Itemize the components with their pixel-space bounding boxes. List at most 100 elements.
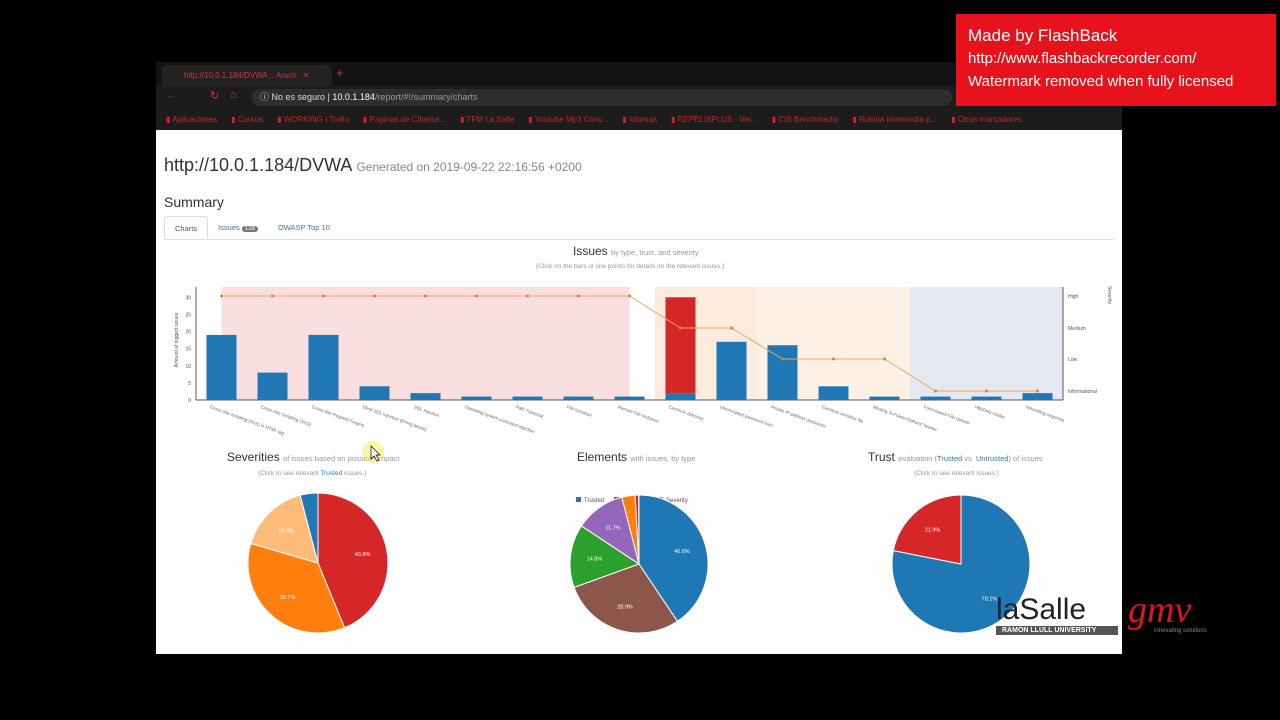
- tab-issues-label: Issues: [218, 223, 240, 232]
- bar-untrusted[interactable]: [665, 297, 696, 394]
- tab-title: http://10.0.1.184/DVWA :: Arach: [184, 71, 297, 80]
- issues-chart-title: Issues by type, trust, and severity: [573, 244, 699, 258]
- bookmark-item[interactable]: ▮ Aplicaciones: [166, 114, 218, 124]
- bar-trusted[interactable]: [359, 386, 390, 400]
- bookmark-item[interactable]: ▮ CIS Benchmarks: [771, 114, 839, 124]
- severity-point[interactable]: [220, 294, 223, 298]
- trusted-link[interactable]: Trusted: [937, 454, 963, 463]
- severity-point[interactable]: [832, 357, 835, 361]
- severity-point[interactable]: [322, 294, 325, 298]
- pie-slice-Trusted[interactable]: [891, 494, 1031, 634]
- severity-point[interactable]: [424, 294, 427, 298]
- bookmark-item[interactable]: ▮ TFM La Salle: [460, 114, 515, 124]
- pie-slice-server[interactable]: [573, 563, 679, 634]
- bookmark-item[interactable]: ▮ Otros marcadores: [951, 114, 1022, 124]
- tab-owasp[interactable]: OWASP Top 10: [277, 223, 330, 232]
- tab-issues[interactable]: Issues 128: [208, 216, 268, 239]
- severity-point[interactable]: [781, 357, 784, 361]
- pie-slice-medium[interactable]: [247, 542, 346, 634]
- pie-slice-low[interactable]: [250, 494, 319, 564]
- hint-post: issues.): [342, 470, 367, 477]
- pie-label: 11.7%: [605, 525, 620, 531]
- bar-trusted[interactable]: [665, 393, 696, 400]
- bookmark-item[interactable]: ▮ Rubina intermedia p...: [852, 114, 938, 124]
- page-title: http://10.0.1.184/DVWA Generated on 2019…: [164, 155, 582, 176]
- trust-sub-pre: evaluation (: [898, 454, 938, 463]
- bar-trusted[interactable]: [614, 396, 645, 400]
- bookmark-item[interactable]: ▮ Cursos: [231, 114, 264, 124]
- back-icon[interactable]: ←: [166, 90, 176, 101]
- home-icon[interactable]: ⌂: [230, 89, 237, 101]
- trusted-link[interactable]: Trusted: [320, 470, 343, 477]
- target-url: http://10.0.1.184/DVWA: [164, 155, 352, 175]
- y-tick-label: 0: [188, 398, 191, 404]
- bar-trusted[interactable]: [920, 396, 951, 400]
- y2-tick-label: Informational: [1068, 389, 1097, 395]
- severity-point[interactable]: [679, 326, 682, 330]
- pie-slice-form[interactable]: [638, 494, 709, 623]
- severity-point[interactable]: [373, 294, 376, 298]
- lasalle-logo: laSalle RAMON LLULL UNIVERSITY: [996, 594, 1118, 635]
- bookmark-item[interactable]: ▮ REPELISPLUS - Ver...: [671, 114, 758, 124]
- bar-trusted[interactable]: [563, 396, 594, 400]
- lasalle-sub: RAMON LLULL UNIVERSITY: [996, 626, 1118, 635]
- pie-slice-informational[interactable]: [299, 492, 319, 564]
- bar-trusted[interactable]: [818, 386, 849, 400]
- url-input[interactable]: ⓘ No es seguro | 10.0.1.184/report/#!/su…: [252, 89, 952, 106]
- bar-trusted[interactable]: [410, 393, 441, 400]
- bookmark-item[interactable]: ▮ Paginas de Ciberse...: [362, 114, 447, 124]
- severity-point[interactable]: [883, 357, 886, 361]
- bar-trusted[interactable]: [1022, 393, 1053, 400]
- severity-point[interactable]: [985, 389, 988, 393]
- x-tick-label: File Inclusion: [566, 404, 593, 418]
- x-tick-label: Form-based File Upload: [923, 404, 971, 425]
- browser-tab[interactable]: http://10.0.1.184/DVWA :: Arach ✕: [162, 65, 332, 86]
- new-tab-button[interactable]: +: [336, 66, 344, 80]
- severity-point[interactable]: [1036, 389, 1039, 393]
- bookmark-item[interactable]: ▮ WORKING | Trello: [277, 114, 349, 124]
- severity-point[interactable]: [934, 389, 937, 393]
- bar-trusted[interactable]: [767, 345, 798, 400]
- bar-trusted[interactable]: [869, 396, 900, 400]
- y2-tick-label: High: [1068, 294, 1079, 300]
- gmv-logo: gmv innovating solutions: [1128, 591, 1207, 634]
- severity-point[interactable]: [475, 294, 478, 298]
- severity-point[interactable]: [577, 294, 580, 298]
- severity-point[interactable]: [628, 294, 631, 298]
- y2-tick-label: Medium: [1068, 326, 1086, 332]
- x-tick-label: SQL Injection: [413, 404, 440, 418]
- y-tick-label: 5: [188, 381, 191, 387]
- pie-label: 40.6%: [674, 549, 690, 555]
- bar-trusted[interactable]: [971, 396, 1002, 400]
- bookmark-item[interactable]: ▮ Idiomas: [622, 114, 658, 124]
- security-label: No es seguro: [271, 92, 326, 102]
- bar-trusted[interactable]: [716, 341, 747, 400]
- bar-trusted[interactable]: [512, 396, 543, 400]
- bar-trusted[interactable]: [308, 334, 339, 400]
- elements-subtitle: with issues, by type: [630, 454, 696, 463]
- severities-hint: (Click to see relevant Trusted issues.): [258, 470, 366, 477]
- close-tab-icon[interactable]: ✕: [302, 71, 310, 80]
- x-tick-label: Private IP address disclosure: [770, 404, 827, 429]
- pie-slice-high[interactable]: [317, 492, 389, 629]
- untrusted-link[interactable]: Untrusted: [975, 454, 1009, 463]
- severity-point[interactable]: [526, 294, 529, 298]
- bookmark-item[interactable]: ▮ Youtube Mp3 Conv...: [528, 114, 609, 124]
- pie-slice-Untrusted[interactable]: [892, 494, 962, 565]
- pie-slice-cookie[interactable]: [569, 525, 641, 589]
- x-tick-label: Path Traversal: [515, 404, 544, 419]
- bar-trusted[interactable]: [461, 396, 492, 400]
- trust-hint: (Click to see relevant issues.): [914, 470, 999, 477]
- pie-slice-header[interactable]: [634, 494, 640, 565]
- severity-point[interactable]: [271, 294, 274, 298]
- mouse-cursor-icon: [370, 445, 381, 462]
- tab-charts[interactable]: Charts: [164, 216, 209, 239]
- bar-trusted[interactable]: [206, 334, 237, 400]
- legend-item[interactable]: Trusted: [576, 497, 604, 504]
- severities-chart-title: Severities of issues based on possible i…: [227, 450, 399, 464]
- bar-trusted[interactable]: [257, 372, 288, 400]
- reload-icon[interactable]: ↻: [210, 90, 220, 102]
- y-tick-label: 20: [185, 330, 191, 336]
- severity-point[interactable]: [730, 326, 733, 330]
